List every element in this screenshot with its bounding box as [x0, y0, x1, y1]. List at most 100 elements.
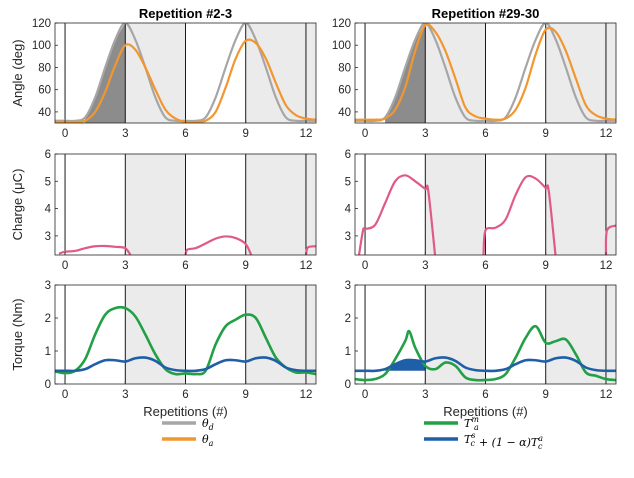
x-tick-label: 9	[243, 128, 249, 140]
x-tick-label: 6	[182, 260, 188, 272]
legend-label: Ts c + (1 − α)Ta c	[464, 431, 543, 451]
y-tick-label: 3	[345, 231, 351, 243]
panel-left-angle: 0 3 6 9 12 40 60 80 100 120 Repetition #2-3 Angle (…	[10, 6, 317, 140]
x-tick-label: 6	[482, 389, 488, 401]
shaded-band	[125, 154, 186, 255]
x-tick-label: 12	[300, 260, 313, 272]
legend-entry-right: Ts c + (1 − α)Ta c	[424, 431, 543, 451]
y-tick-label: 100	[332, 40, 351, 52]
y-tick-label: 2	[345, 313, 351, 325]
series-line	[355, 356, 616, 373]
legend-label: θa	[202, 433, 214, 448]
shaded-band	[545, 154, 616, 255]
plot-content	[355, 23, 616, 123]
x-tick-label: 9	[543, 389, 549, 401]
y-tick-label: 40	[338, 107, 351, 119]
x-tick-label: 0	[362, 260, 368, 272]
series-line	[355, 23, 616, 121]
y-tick-label: 4	[45, 204, 52, 216]
x-tick-label: 3	[122, 128, 128, 140]
x-tick-label: 0	[362, 128, 368, 140]
x-tick-label: 0	[62, 260, 68, 272]
y-tick-label: 80	[338, 62, 351, 74]
x-tick-label: 12	[600, 389, 613, 401]
series-line-charge	[58, 244, 132, 255]
y-tick-label: 3	[45, 280, 51, 292]
y-axis-label: Torque (Nm)	[10, 298, 25, 370]
y-tick-label: 4	[345, 204, 352, 216]
x-tick-label: 9	[543, 260, 549, 272]
shaded-band	[245, 154, 316, 255]
x-tick-label: 6	[182, 128, 188, 140]
y-tick-label: 100	[32, 40, 51, 52]
shaded-band	[545, 285, 616, 384]
y-tick-label: 60	[338, 85, 351, 97]
x-tick-label: 0	[62, 389, 68, 401]
x-tick-label: 3	[422, 389, 428, 401]
x-tick-label: 3	[122, 389, 128, 401]
x-tick-label: 12	[300, 128, 313, 140]
legend-entry-right: Tm a	[424, 415, 479, 432]
y-tick-label: 6	[345, 149, 351, 161]
y-tick-label: 0	[45, 379, 51, 391]
x-axis-label: Repetitions (#)	[443, 404, 528, 419]
panel-right-angle: 0 3 6 9 12 40 60 80 100 120 Repetition #29-30	[332, 6, 617, 140]
x-tick-label: 9	[243, 389, 249, 401]
legend-entry-left: θd	[162, 417, 214, 432]
legend-label: Tm a	[464, 415, 479, 432]
y-tick-label: 80	[38, 62, 51, 74]
x-tick-label: 6	[182, 389, 188, 401]
chart-title: Repetition #29-30	[432, 6, 540, 21]
y-tick-label: 2	[45, 313, 51, 325]
legend-label: θd	[202, 417, 214, 432]
series-line	[55, 356, 316, 373]
panel-right-charge: 0 3 6 9 12 3 4 5 6	[345, 149, 617, 272]
y-tick-label: 0	[345, 379, 351, 391]
y-tick-label: 3	[45, 231, 51, 243]
shaded-band	[545, 23, 616, 123]
y-tick-label: 5	[345, 176, 351, 188]
x-tick-label: 3	[422, 260, 428, 272]
plot-content	[355, 285, 616, 384]
x-tick-label: 12	[600, 128, 613, 140]
plot-content	[58, 154, 316, 255]
x-tick-label: 9	[543, 128, 549, 140]
y-tick-label: 1	[45, 346, 51, 358]
series-line	[55, 305, 316, 376]
series-line	[355, 324, 616, 382]
plot-content	[357, 154, 616, 255]
y-tick-label: 40	[38, 107, 51, 119]
shaded-band	[425, 154, 486, 255]
plot-content	[55, 285, 316, 384]
x-tick-label: 6	[482, 260, 488, 272]
y-tick-label: 120	[32, 18, 51, 30]
y-axis-label: Charge (μC)	[10, 169, 25, 241]
x-tick-label: 9	[243, 260, 249, 272]
x-tick-label: 0	[62, 128, 68, 140]
y-tick-label: 1	[345, 346, 351, 358]
shaded-band	[245, 285, 316, 384]
y-tick-label: 5	[45, 176, 51, 188]
series-line-charge	[482, 174, 557, 255]
y-tick-label: 120	[332, 18, 351, 30]
shaded-band	[125, 285, 186, 384]
legend-entry-left: θa	[162, 433, 214, 448]
shaded-band	[245, 23, 316, 123]
y-tick-label: 3	[345, 280, 351, 292]
x-tick-label: 0	[362, 389, 368, 401]
plot-content	[55, 23, 316, 123]
torque-area-fill	[385, 360, 426, 371]
y-axis-label: Angle (deg)	[10, 39, 25, 106]
panel-left-charge: 0 3 6 9 12 3 4 5 6 Charge (μC)	[10, 149, 317, 272]
x-tick-label: 12	[300, 389, 313, 401]
x-tick-label: 6	[482, 128, 488, 140]
x-axis-label: Repetitions (#)	[143, 404, 228, 419]
series-line-charge	[184, 235, 253, 255]
y-tick-label: 60	[38, 85, 51, 97]
x-tick-label: 3	[122, 260, 128, 272]
x-tick-label: 12	[600, 260, 613, 272]
series-line-charge	[357, 174, 437, 255]
